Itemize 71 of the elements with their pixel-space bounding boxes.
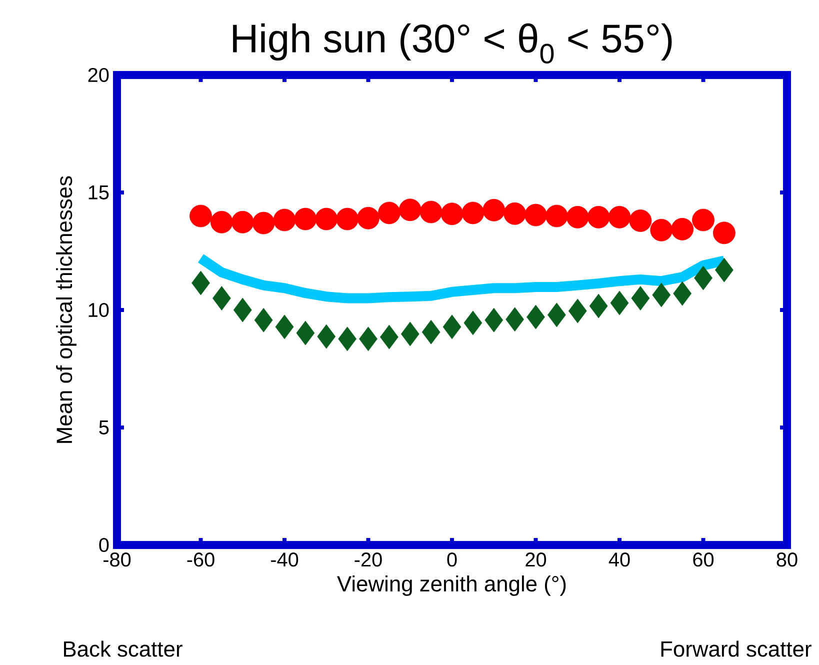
point [190, 204, 212, 228]
point [610, 290, 629, 316]
y-tick-label: 10 [88, 302, 109, 318]
point [714, 258, 734, 282]
x-tick-label: 40 [608, 552, 630, 567]
x-tick-label: -20 [354, 552, 382, 567]
point [484, 308, 504, 332]
point [545, 204, 568, 228]
point [315, 208, 338, 230]
point [504, 202, 526, 225]
point [378, 202, 400, 224]
point [192, 270, 210, 296]
y-axis-title: Mean of optical thicknesses [56, 176, 76, 443]
point [420, 200, 442, 224]
x-tick-label: 0 [447, 552, 457, 567]
text: Back scatter [64, 640, 182, 657]
point [526, 304, 545, 330]
point [464, 310, 482, 336]
chart-title: High sun (30° < θ$_{0}$ < 55°) [233, 23, 672, 64]
point [275, 314, 294, 340]
point [231, 210, 254, 234]
point [671, 218, 694, 240]
point [608, 206, 631, 228]
point [357, 206, 380, 230]
point [380, 324, 398, 350]
point [442, 314, 462, 340]
point [631, 286, 650, 310]
y-tick-label: 0 [99, 538, 109, 552]
text: Forward scatter [661, 640, 812, 657]
point [273, 208, 296, 232]
x-tick-label: 20 [526, 552, 546, 567]
x-axis-title: Viewing zenith angle (°) [337, 575, 566, 596]
x-tick-label: 60 [693, 552, 714, 567]
point [317, 324, 336, 349]
point [547, 302, 566, 328]
point [336, 208, 359, 230]
x-tick-label: 80 [776, 552, 798, 567]
point [589, 294, 608, 318]
point [400, 322, 420, 346]
point [482, 198, 506, 222]
point [692, 208, 714, 232]
point [296, 320, 315, 346]
point [694, 266, 712, 290]
y-tick-label: 15 [88, 186, 109, 200]
point [524, 204, 547, 226]
point [294, 208, 317, 230]
point [568, 298, 587, 324]
point [650, 218, 673, 242]
point [462, 202, 484, 224]
x-tick-label: -60 [187, 552, 214, 567]
point [398, 198, 422, 222]
point [233, 298, 252, 322]
x-tick-label: -40 [270, 552, 298, 567]
point [673, 281, 692, 306]
point [629, 209, 652, 232]
point [587, 206, 610, 228]
x-tick-label: -80 [103, 552, 131, 567]
point [252, 212, 275, 234]
y-tick-label: 5 [99, 420, 109, 434]
point [359, 326, 378, 352]
point [212, 286, 231, 310]
point [506, 307, 524, 332]
point [652, 282, 671, 308]
y-tick-label: 20 [88, 68, 109, 82]
point [210, 210, 233, 234]
point [338, 326, 357, 352]
point [422, 320, 440, 344]
point [440, 202, 464, 226]
point [254, 308, 273, 332]
point [566, 206, 589, 228]
point [712, 222, 736, 244]
